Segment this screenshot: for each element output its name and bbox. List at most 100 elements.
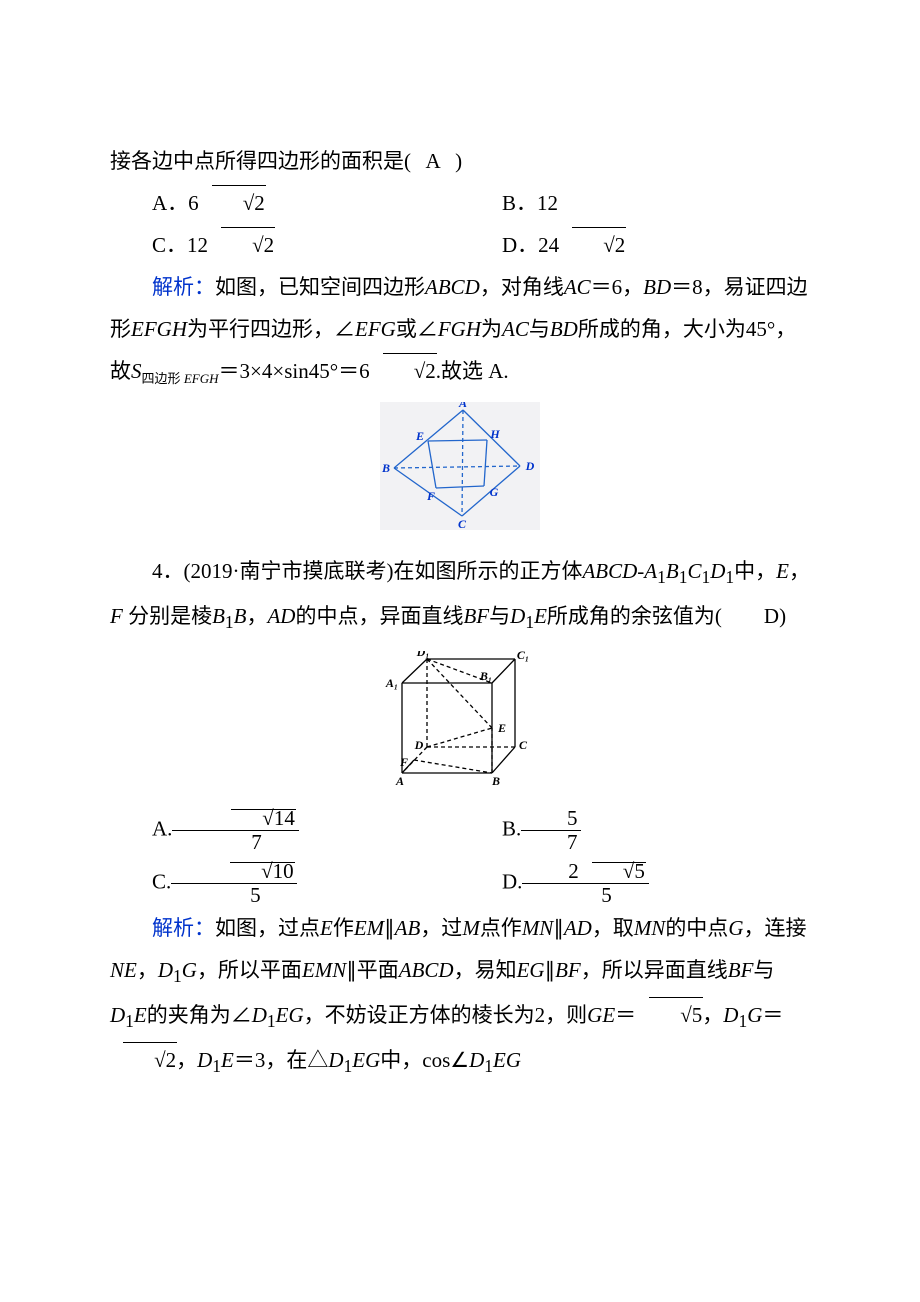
t: ， — [176, 1048, 197, 1072]
sqrt: √2 — [370, 350, 436, 392]
q4-opts-row2: C.√105 D.2√55 — [110, 860, 810, 907]
sym: E — [134, 1003, 147, 1027]
sym: EMN — [302, 958, 346, 982]
q3-solution: 解析：如图，已知空间四边形ABCD，对角线AC＝6，BD＝8，易证四边形EFGH… — [110, 266, 810, 392]
svg-text:F: F — [426, 489, 435, 503]
numer: 5 — [521, 807, 581, 830]
denom: 7 — [521, 830, 581, 854]
sqrt: √5 — [579, 860, 645, 883]
q3-svg: ABCDEFGH — [380, 402, 540, 530]
q4-opt-D: D.2√55 — [460, 860, 810, 907]
t: ＝3×4×sin45°＝6 — [219, 359, 370, 383]
t: ∥平面 — [346, 958, 399, 982]
t: ∥ — [384, 916, 395, 940]
svg-text:C: C — [519, 738, 528, 752]
q3-answer: A — [416, 140, 450, 182]
sym: D — [510, 604, 525, 628]
svg-text:B: B — [491, 774, 500, 787]
sym: E — [221, 1048, 234, 1072]
t: 与 — [529, 317, 550, 341]
q4-opt-B: B.57 — [460, 807, 810, 854]
fraction: √147 — [172, 807, 298, 854]
q3-figure: ABCDEFGH — [110, 402, 810, 544]
q-source: (2019·南宁市摸底联考) — [184, 559, 394, 583]
t: 与 — [753, 958, 774, 982]
sym: EG — [276, 1003, 304, 1027]
sqrt: √5 — [636, 994, 702, 1036]
t: ， — [789, 559, 810, 583]
q3-opts-row2: C．12√2 D．24√2 — [110, 224, 810, 266]
opt-label: A. — [152, 816, 172, 840]
t: 如图，过点 — [215, 916, 320, 940]
sqrt: √10 — [217, 860, 294, 883]
sym: GE — [587, 1003, 615, 1027]
t: 的夹角为∠ — [147, 1003, 252, 1027]
sym: AC — [502, 317, 529, 341]
sym: B — [212, 604, 225, 628]
sqrt: √2 — [559, 224, 625, 266]
solution-label: 解析： — [152, 275, 215, 299]
q3-opt-A: A．6√2 — [110, 182, 460, 224]
sym: MN — [634, 916, 666, 940]
t: ＝6， — [591, 275, 644, 299]
sym: EG — [493, 1048, 521, 1072]
opt-label: D． — [502, 233, 538, 257]
sqrt: √2 — [199, 182, 265, 224]
opt-label: C． — [152, 233, 187, 257]
svg-text:A₁: A₁ — [385, 676, 398, 690]
t: ，过 — [420, 916, 462, 940]
t: ， — [702, 1003, 723, 1027]
sub: 1 — [525, 613, 534, 633]
opt-val: 24 — [538, 233, 559, 257]
sym: BF — [463, 604, 489, 628]
q3-lead: 接各边中点所得四边形的面积是( — [110, 149, 411, 173]
q3-opt-C: C．12√2 — [110, 224, 460, 266]
sub: EFGH — [184, 371, 219, 386]
q3-opts-row1: A．6√2 B．12 — [110, 182, 810, 224]
sym: EFG — [355, 317, 396, 341]
t: ∥ — [553, 916, 564, 940]
fraction: 57 — [521, 807, 581, 854]
sym: D — [328, 1048, 343, 1072]
t: ，取 — [592, 916, 634, 940]
sqrt: √2 — [110, 1039, 176, 1081]
svg-text:B: B — [381, 461, 390, 475]
sym: G — [182, 958, 197, 982]
sub: 1 — [173, 966, 182, 986]
radicand: 5 — [634, 859, 645, 883]
sub: 1 — [738, 1011, 747, 1031]
svg-text:A: A — [458, 402, 467, 410]
sym: S — [131, 359, 142, 383]
q4-stem: 4．(2019·南宁市摸底联考)在如图所示的正方体ABCD-A1B1C1D1中，… — [110, 550, 810, 640]
sym: AD — [564, 916, 592, 940]
sub: 1 — [267, 1011, 276, 1031]
sub: 1 — [225, 613, 234, 633]
radicand: 2 — [166, 1048, 177, 1072]
sym: FGH — [438, 317, 481, 341]
svg-text:E: E — [415, 429, 424, 443]
t: ，连接 — [743, 916, 806, 940]
radicand: 14 — [274, 806, 295, 830]
radicand: 10 — [273, 859, 294, 883]
sym: G — [747, 1003, 762, 1027]
t: ＝ — [615, 1003, 636, 1027]
svg-text:C: C — [458, 517, 467, 530]
t: .故选 A. — [436, 359, 509, 383]
sym: BF — [728, 958, 754, 982]
sym: B — [666, 559, 679, 583]
solution-label: 解析： — [152, 916, 215, 940]
t: ＝ — [762, 1003, 783, 1027]
t: 为平行四边形，∠ — [187, 317, 355, 341]
t: 分别是棱 — [123, 604, 212, 628]
q4-solution: 解析：如图，过点E作EM∥AB，过M点作MN∥AD，取MN的中点G，连接NE，D… — [110, 907, 810, 1085]
sym: F — [110, 604, 123, 628]
numer-prefix: 2 — [568, 859, 579, 883]
t: 与 — [489, 604, 510, 628]
sym: D — [158, 958, 173, 982]
sym: NE — [110, 958, 137, 982]
t: 中，cos∠ — [380, 1048, 469, 1072]
t: 作 — [333, 916, 354, 940]
opt-label: B． — [502, 191, 537, 215]
sub: 1 — [484, 1057, 493, 1077]
sub: 1 — [212, 1057, 221, 1077]
